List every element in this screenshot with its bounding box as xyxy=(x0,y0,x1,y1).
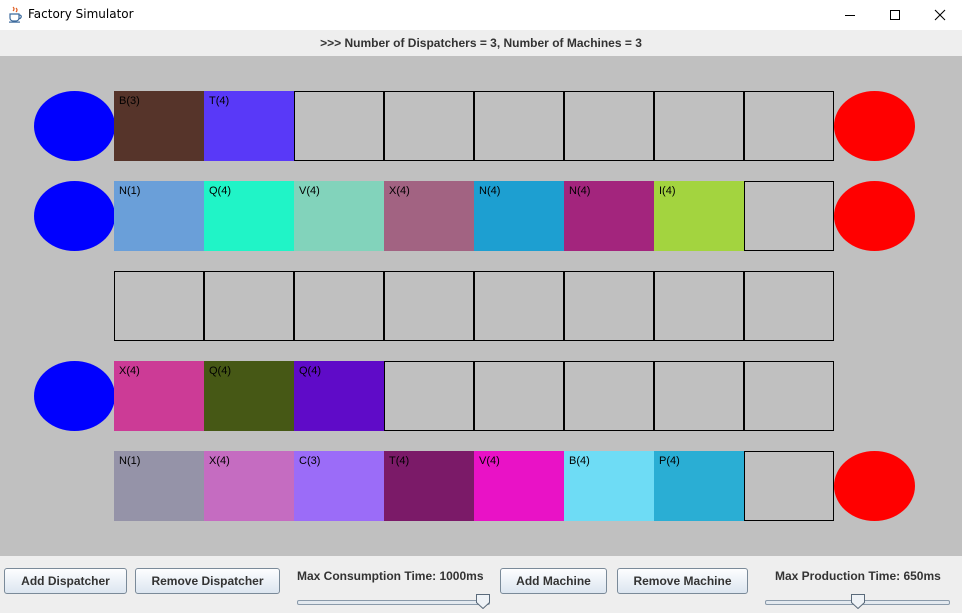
product-label: N(4) xyxy=(479,185,501,197)
queue-slot: Q(4) xyxy=(294,361,384,431)
queue-slot: T(4) xyxy=(204,91,294,161)
queue-slot xyxy=(294,91,384,161)
queue-slot xyxy=(744,91,834,161)
simulation-canvas: B(3) T(4) N(1) Q(4) V(4) X(4) N(4) N(4) I(4) X(4)… xyxy=(0,56,962,556)
close-button[interactable] xyxy=(917,0,962,30)
minimize-button[interactable] xyxy=(827,0,873,30)
product-label: Q(4) xyxy=(299,365,321,377)
dispatcher-4 xyxy=(34,361,115,431)
queue-slot: X(4) xyxy=(204,451,294,521)
status-header: >>> Number of Dispatchers = 3, Number of… xyxy=(0,30,962,56)
slider-thumb[interactable] xyxy=(851,594,865,609)
queue-slot: X(4) xyxy=(384,181,474,251)
queue-slot: N(1) xyxy=(114,451,204,521)
queue-slot: N(4) xyxy=(564,181,654,251)
queue-slot: N(4) xyxy=(474,181,564,251)
product-label: N(4) xyxy=(569,185,591,197)
add-dispatcher-button[interactable]: Add Dispatcher xyxy=(4,568,127,594)
queue-slot xyxy=(474,91,564,161)
consumption-time-slider[interactable] xyxy=(297,593,490,609)
queue-slot xyxy=(384,271,474,341)
queue-slot: C(3) xyxy=(294,451,384,521)
queue-slot xyxy=(474,361,564,431)
product-label: X(4) xyxy=(119,365,140,377)
queue-slot xyxy=(564,91,654,161)
product-label: X(4) xyxy=(209,455,230,467)
queue-slot xyxy=(744,361,834,431)
machine-1 xyxy=(834,91,915,161)
remove-machine-button[interactable]: Remove Machine xyxy=(617,568,748,594)
maximize-button[interactable] xyxy=(872,0,918,30)
queue-slot xyxy=(474,271,564,341)
queue-slot xyxy=(654,91,744,161)
queue-slot xyxy=(744,271,834,341)
queue-slot xyxy=(564,361,654,431)
product-label: Q(4) xyxy=(209,365,231,377)
product-label: I(4) xyxy=(659,185,676,197)
slider-thumb[interactable] xyxy=(476,594,490,609)
control-panel: Add Dispatcher Remove Dispatcher Max Con… xyxy=(0,556,962,613)
remove-dispatcher-button[interactable]: Remove Dispatcher xyxy=(135,568,280,594)
product-label: P(4) xyxy=(659,455,680,467)
title-bar: Factory Simulator xyxy=(0,0,962,30)
consumption-time-label: Max Consumption Time: 1000ms xyxy=(297,569,484,583)
product-label: V(4) xyxy=(299,185,320,197)
slider-track xyxy=(297,600,490,605)
queue-slot xyxy=(744,181,834,251)
queue-slot xyxy=(294,271,384,341)
product-label: V(4) xyxy=(479,455,500,467)
queue-slot xyxy=(114,271,204,341)
window-title: Factory Simulator xyxy=(28,7,134,21)
queue-slot xyxy=(744,451,834,521)
queue-slot: B(3) xyxy=(114,91,204,161)
production-time-label: Max Production Time: 650ms xyxy=(775,569,941,583)
production-time-slider[interactable] xyxy=(765,593,950,609)
queue-slot: T(4) xyxy=(384,451,474,521)
dispatcher-2 xyxy=(34,181,115,251)
queue-slot xyxy=(204,271,294,341)
product-label: B(4) xyxy=(569,455,590,467)
add-machine-button[interactable]: Add Machine xyxy=(500,568,607,594)
product-label: Q(4) xyxy=(209,185,231,197)
queue-slot: N(1) xyxy=(114,181,204,251)
product-label: T(4) xyxy=(209,95,230,107)
queue-slot: B(4) xyxy=(564,451,654,521)
queue-slot: I(4) xyxy=(654,181,744,251)
product-label: T(4) xyxy=(389,455,410,467)
product-label: C(3) xyxy=(299,455,321,467)
queue-slot: X(4) xyxy=(114,361,204,431)
queue-slot: P(4) xyxy=(654,451,744,521)
queue-slot: Q(4) xyxy=(204,181,294,251)
queue-slot: V(4) xyxy=(474,451,564,521)
queue-slot xyxy=(384,91,474,161)
product-label: N(1) xyxy=(119,455,141,467)
product-label: X(4) xyxy=(389,185,410,197)
queue-slot: Q(4) xyxy=(204,361,294,431)
java-cup-icon xyxy=(7,6,23,23)
status-text: >>> Number of Dispatchers = 3, Number of… xyxy=(320,36,642,50)
queue-slot: V(4) xyxy=(294,181,384,251)
product-label: B(3) xyxy=(119,95,140,107)
machine-2 xyxy=(834,181,915,251)
queue-slot xyxy=(654,271,744,341)
machine-5 xyxy=(834,451,915,521)
dispatcher-1 xyxy=(34,91,115,161)
queue-slot xyxy=(384,361,474,431)
product-label: N(1) xyxy=(119,185,141,197)
queue-slot xyxy=(654,361,744,431)
queue-slot xyxy=(564,271,654,341)
